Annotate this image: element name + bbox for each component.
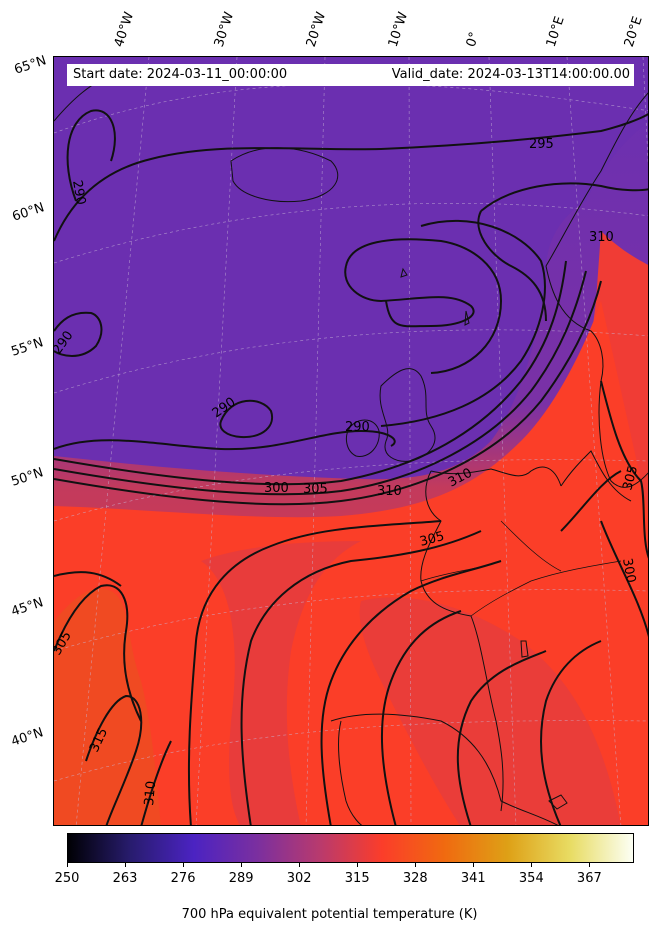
colorbar-tick-label: 328 bbox=[402, 871, 428, 886]
colorbar-tick bbox=[299, 863, 301, 867]
contour-label: 305 bbox=[303, 482, 328, 497]
latitude-label: 45°N bbox=[9, 595, 46, 620]
contour-label: 300 bbox=[619, 557, 638, 584]
warm-air-region bbox=[359, 597, 621, 825]
colorbar-tick bbox=[473, 863, 475, 867]
longitude-label: 30°W bbox=[211, 10, 238, 49]
contour-label: 310 bbox=[377, 484, 402, 499]
warm-air-region bbox=[201, 541, 361, 825]
longitude-label: 40°W bbox=[111, 10, 138, 49]
colorbar-tick-label: 302 bbox=[286, 871, 312, 886]
longitude-label: 10°E bbox=[543, 14, 568, 50]
colorbar-tick bbox=[67, 863, 68, 867]
contour-label: 310 bbox=[589, 230, 614, 245]
contour-label: 290 bbox=[345, 420, 370, 435]
colorbar-tick-label: 367 bbox=[576, 871, 602, 886]
longitude-label: 0° bbox=[463, 30, 483, 49]
colorbar-tick bbox=[241, 863, 243, 867]
contour-label: 300 bbox=[264, 481, 289, 496]
colorbar-tick-label: 341 bbox=[460, 871, 486, 886]
colorbar-tick bbox=[415, 863, 417, 867]
start-date: Start date: 2024-03-11_00:00:00 bbox=[73, 67, 288, 82]
latitude-label: 50°N bbox=[9, 465, 46, 490]
colorbar-tick-label: 354 bbox=[518, 871, 544, 886]
valid-date: Valid_date: 2024-03-13T14:00:00.00 bbox=[391, 67, 630, 82]
warm-air-region bbox=[54, 588, 161, 825]
colorbar-tick bbox=[125, 863, 127, 867]
contour-label: 305 bbox=[418, 529, 446, 550]
longitude-label: 10°W bbox=[385, 10, 412, 49]
colorbar-title: 700 hPa equivalent potential temperature… bbox=[181, 907, 478, 922]
map-header: Start date: 2024-03-11_00:00:00 Valid_da… bbox=[67, 64, 634, 86]
longitude-label: 20°E bbox=[621, 14, 646, 50]
colorbar-tick-label: 250 bbox=[54, 871, 80, 886]
map-canvas[interactable]: 295 290 290 290 290 300 305 310 310 310 … bbox=[53, 56, 649, 826]
colorbar-tick-label: 289 bbox=[228, 871, 254, 886]
colorbar-tick bbox=[183, 863, 185, 867]
latitude-label: 65°N bbox=[12, 53, 49, 78]
colorbar-tick bbox=[589, 863, 591, 867]
colorbar-tick-label: 276 bbox=[170, 871, 196, 886]
latitude-label: 55°N bbox=[9, 335, 46, 360]
contour-label: 310 bbox=[142, 780, 159, 806]
colorbar-tick bbox=[357, 863, 359, 867]
colorbar bbox=[67, 833, 634, 863]
colorbar-tick-label: 315 bbox=[344, 871, 370, 886]
contour-label: 290 bbox=[69, 179, 88, 206]
contour-labels: 295 290 290 290 290 300 305 310 310 310 … bbox=[54, 137, 641, 806]
latitude-label: 40°N bbox=[9, 725, 46, 750]
cold-air-region bbox=[54, 57, 648, 480]
contour-lines bbox=[54, 109, 648, 825]
contour-label: 305 bbox=[620, 464, 641, 492]
contour-label: 295 bbox=[529, 137, 554, 152]
colorbar-tick bbox=[531, 863, 533, 867]
colorbar-tick-label: 263 bbox=[112, 871, 138, 886]
longitude-label: 20°W bbox=[303, 10, 330, 49]
latitude-label: 60°N bbox=[10, 200, 47, 225]
